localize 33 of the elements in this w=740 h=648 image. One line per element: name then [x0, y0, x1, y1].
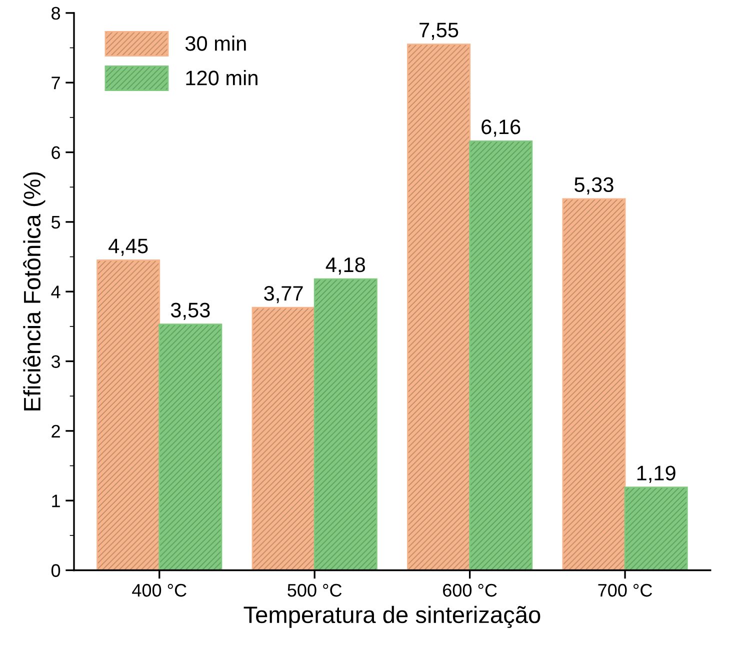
- data-label: 5,33: [574, 177, 614, 195]
- legend-label: 30 min: [185, 36, 246, 51]
- y-tick-label: 4: [51, 286, 60, 298]
- data-label: 7,55: [420, 22, 458, 40]
- bar: [252, 306, 316, 570]
- x-tick-label: 700 °C: [598, 584, 652, 597]
- x-tick-label: 500 °C: [288, 584, 342, 597]
- x-tick-label: 600 °C: [443, 584, 497, 597]
- y-tick-label: 6: [52, 146, 60, 159]
- data-label: 4,18: [326, 257, 366, 275]
- bar: [624, 486, 688, 570]
- y-tick-label: 7: [52, 76, 60, 90]
- legend-label: 120 min: [186, 70, 258, 86]
- y-tick-label: 1: [52, 494, 60, 508]
- y-axis-title: Eficiência Fotônica (%): [23, 172, 46, 410]
- y-tick-label: 3: [51, 355, 60, 368]
- x-axis-title: Temperatura de sinterização: [244, 606, 540, 628]
- data-label: 4,45: [108, 238, 148, 256]
- bar: [314, 278, 378, 570]
- x-tick-label: 400 °C: [132, 584, 186, 597]
- data-label: 3,77: [264, 286, 303, 304]
- y-tick-label: 0: [51, 564, 60, 577]
- data-label: 3,53: [170, 302, 210, 320]
- bar: [96, 260, 160, 570]
- bar: [407, 44, 471, 570]
- y-tick-label: 8: [52, 6, 60, 20]
- y-tick-label: 5: [51, 216, 60, 229]
- bar: [562, 198, 626, 570]
- y-tick-label: 2: [52, 424, 60, 438]
- bar: [158, 324, 222, 570]
- data-label: 6,16: [482, 119, 520, 137]
- data-label: 1,19: [637, 466, 676, 483]
- bar: [469, 140, 533, 570]
